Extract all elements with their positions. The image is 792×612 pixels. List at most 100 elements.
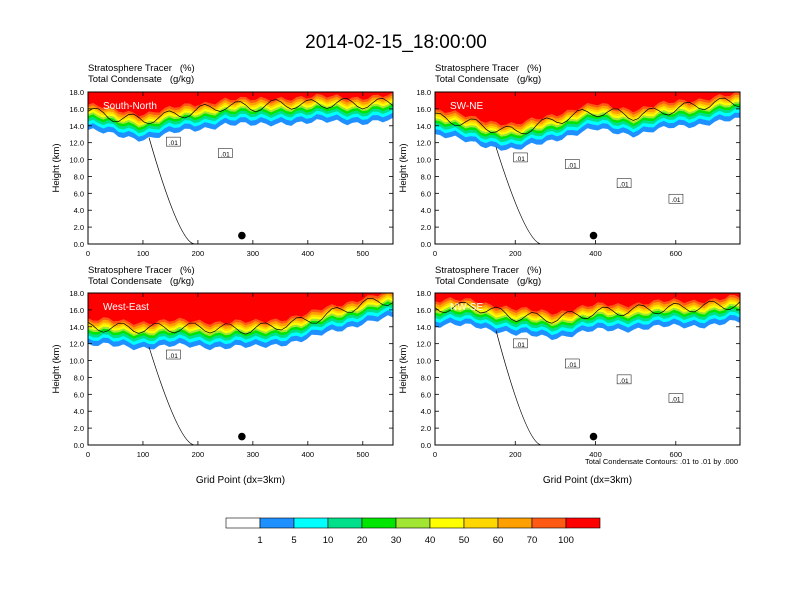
y-tick-label: 0.0 <box>421 240 431 249</box>
panel-1-header-line2: Total Condensate (g/kg) <box>88 74 195 85</box>
y-tick-label: 2.0 <box>74 424 84 433</box>
x-tick-label: 200 <box>509 249 522 258</box>
plot-frame <box>434 91 741 245</box>
contour-label-box <box>166 136 181 147</box>
y-tick-label: 0.0 <box>421 441 431 450</box>
x-tick-label: 500 <box>357 249 370 258</box>
colorbar-swatch <box>225 517 261 529</box>
x-tick-label: 300 <box>247 450 260 459</box>
tracer-band-9 <box>435 293 740 315</box>
colorbar-swatch <box>361 517 397 529</box>
y-tick-label: 4.0 <box>421 407 431 416</box>
panel-1: .01 .01 South-North 0.0 2.0 4.0 6.0 8.0 10.0 12.0… <box>51 88 394 258</box>
colorbar-tick-label: 50 <box>459 535 470 546</box>
panel-label: NW-SE <box>450 302 483 313</box>
contour-label-box <box>565 358 580 369</box>
y-tick-label: 8.0 <box>421 373 431 382</box>
y-tick-label: 12.0 <box>416 340 431 349</box>
y-tick-label: 6.0 <box>421 390 431 399</box>
condensate-contour <box>495 330 542 445</box>
colorbar-swatch <box>293 517 329 529</box>
colorbar-tick-label: 1 <box>257 535 262 546</box>
y-tick-label: 18.0 <box>69 289 84 298</box>
contour-label: .01 <box>516 156 525 163</box>
x-tick-label: 400 <box>302 450 315 459</box>
y-tick-label: 4.0 <box>421 206 431 215</box>
y-tick-label: 16.0 <box>416 306 431 315</box>
x-tick-label: 600 <box>670 249 683 258</box>
tracer-field: .01 <box>88 293 393 445</box>
contour-label-box <box>616 178 632 188</box>
colorbar-swatch <box>463 517 499 529</box>
x-tick-label: 400 <box>589 249 602 258</box>
colorbar-swatch <box>429 517 465 529</box>
colorbar-tick-label: 70 <box>527 535 538 546</box>
contour-label-box <box>616 374 632 385</box>
y-tick-label: 6.0 <box>74 189 84 198</box>
panel-label: SW-NE <box>450 101 483 112</box>
y-tick-label: 18.0 <box>416 289 431 298</box>
condensate-contour <box>495 146 542 244</box>
y-tick-label: 10.0 <box>416 357 431 366</box>
condensate-contour <box>148 137 195 244</box>
colorbar-swatch <box>497 517 533 529</box>
x-tick-label: 300 <box>247 249 260 258</box>
tracer-field: .01 .01 <box>88 92 393 244</box>
contour-label: .01 <box>568 162 577 169</box>
panel-4-header: Stratosphere Tracer (%) Total Condensate … <box>435 265 542 287</box>
colorbar-swatch <box>395 517 431 529</box>
plot-frame <box>87 91 394 245</box>
y-tick-label: 6.0 <box>74 390 84 399</box>
y-tick-label: 2.0 <box>74 223 84 232</box>
tracer-band-9 <box>88 293 393 325</box>
panel-4-header-line1: Stratosphere Tracer (%) <box>435 265 542 276</box>
y-tick-label: 14.0 <box>69 122 84 131</box>
colorbar-swatch <box>565 517 601 529</box>
panel-3-header-line1: Stratosphere Tracer (%) <box>88 265 195 276</box>
contour-label-box <box>668 393 684 403</box>
y-tick-label: 0.0 <box>74 441 84 450</box>
x-tick-label: 600 <box>670 450 683 459</box>
y-axis-label: Height (km) <box>398 344 409 393</box>
chart-title: 2014-02-15_18:00:00 <box>305 32 487 53</box>
y-tick-label: 16.0 <box>69 306 84 315</box>
colorbar-tick-label: 30 <box>391 535 402 546</box>
x-tick-label: 0 <box>433 249 437 258</box>
contour-label-box <box>668 193 684 204</box>
y-tick-label: 4.0 <box>74 407 84 416</box>
condensate-contour <box>148 346 195 445</box>
x-tick-label: 500 <box>357 450 370 459</box>
y-tick-label: 16.0 <box>69 105 84 114</box>
tracer-field: .01 .01 .01 .01 <box>435 293 740 445</box>
y-tick-label: 10.0 <box>69 357 84 366</box>
x-tick-label: 0 <box>86 249 90 258</box>
colorbar-tick-label: 20 <box>357 535 368 546</box>
panel-label: South-North <box>103 101 157 112</box>
x-tick-label: 200 <box>192 249 205 258</box>
colorbar-tick-label: 5 <box>291 535 296 546</box>
location-marker <box>589 231 598 240</box>
contour-label-box <box>166 349 181 360</box>
x-tick-label: 400 <box>302 249 315 258</box>
condensate-contour <box>88 98 393 125</box>
y-tick-label: 18.0 <box>416 88 431 97</box>
contour-label: .01 <box>671 397 680 404</box>
colorbar: 1 5 10 20 30 40 50 60 70 100 <box>225 517 601 546</box>
y-tick-label: 2.0 <box>421 424 431 433</box>
panel-1-header-line1: Stratosphere Tracer (%) <box>88 63 195 74</box>
tracer-band-9 <box>88 92 393 117</box>
y-tick-label: 14.0 <box>416 323 431 332</box>
panel-2-header-line2: Total Condensate (g/kg) <box>435 74 542 85</box>
x-tick-label: 0 <box>433 450 437 459</box>
contour-footnote: Total Condensate Contours: .01 to .01 by… <box>584 457 738 466</box>
contour-label: .01 <box>671 197 680 204</box>
panel-4: .01 .01 .01 .01 NW-SE 0.0 2.0 4.0 6.0 8.0 10.0 12.0… <box>398 289 741 486</box>
y-tick-label: 8.0 <box>74 373 84 382</box>
condensate-contour <box>435 97 740 135</box>
contour-label-box <box>565 159 580 169</box>
panel-3: .01 West-East 0.0 2.0 4.0 6.0 8.0 10.0 12.0 14.0 1… <box>51 289 394 486</box>
panel-4-header-line2: Total Condensate (g/kg) <box>435 276 542 287</box>
condensate-contour <box>88 297 393 335</box>
plot-frame <box>434 292 741 446</box>
